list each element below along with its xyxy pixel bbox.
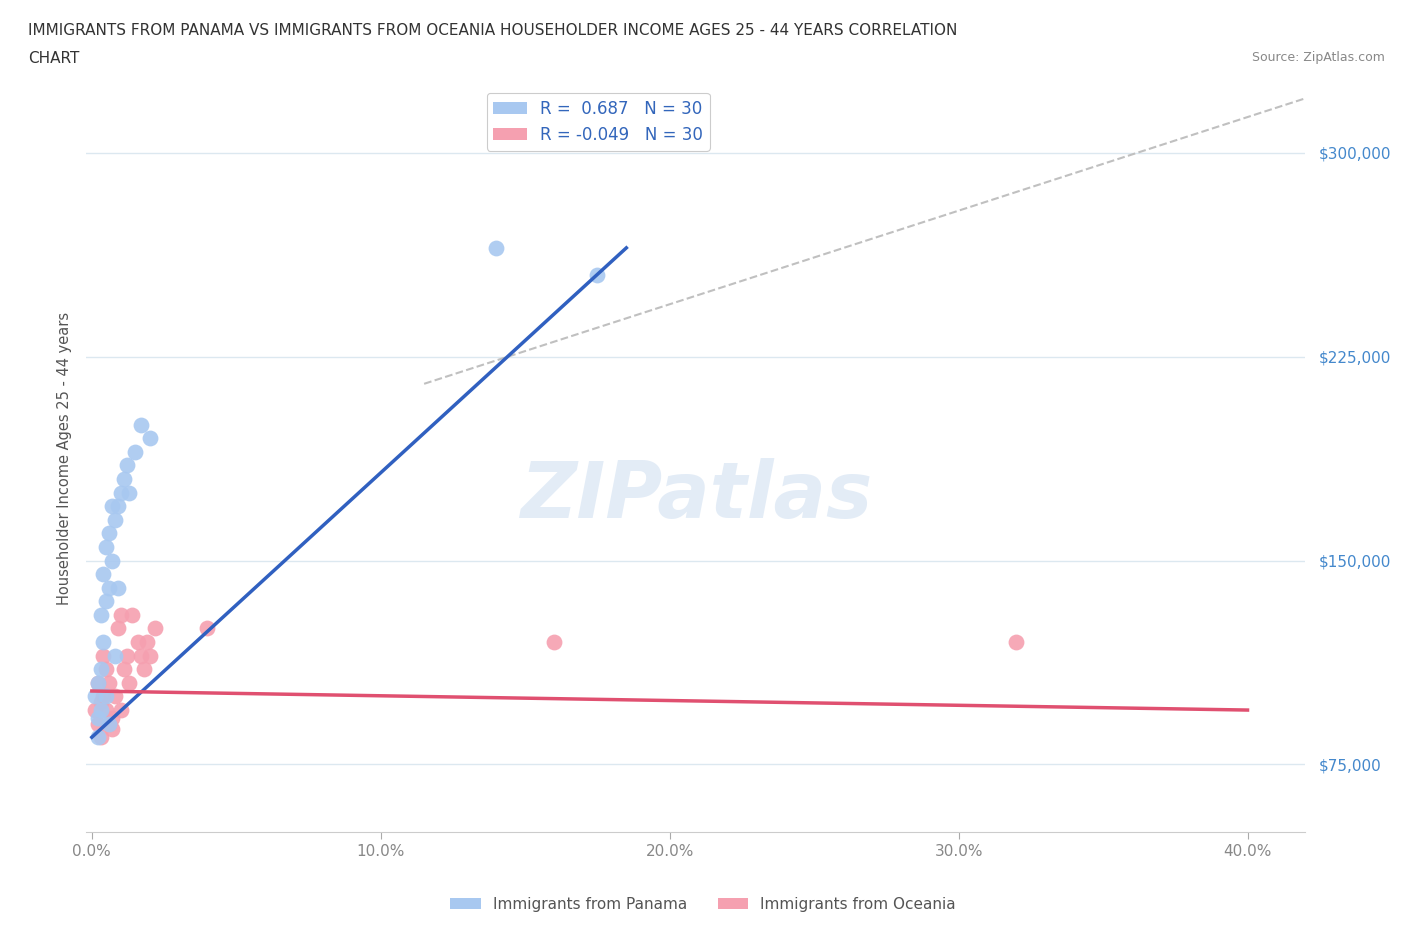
Legend: Immigrants from Panama, Immigrants from Oceania: Immigrants from Panama, Immigrants from … (444, 891, 962, 918)
Point (118, 485, 141, 500)
Point (93, 648, 115, 663)
Point (98, 675, 121, 690)
Point (96, 539, 118, 554)
Point (112, 472, 135, 486)
Point (93, 689, 115, 704)
Point (104, 512, 127, 527)
Point (101, 722, 124, 737)
Point (132, 662, 155, 677)
Point (110, 607, 132, 622)
Point (124, 445, 146, 459)
Text: IMMIGRANTS FROM PANAMA VS IMMIGRANTS FROM OCEANIA HOUSEHOLDER INCOME AGES 25 - 4: IMMIGRANTS FROM PANAMA VS IMMIGRANTS FRO… (28, 23, 957, 38)
Point (86, 675, 108, 690)
Point (86, 675, 108, 690)
Point (98, 580, 121, 595)
Point (104, 689, 127, 704)
Point (96, 702, 118, 717)
Point (543, 634, 565, 649)
Point (83, 689, 105, 704)
Point (135, 634, 157, 649)
Point (145, 621, 167, 636)
Point (89, 662, 111, 677)
Legend: R =  0.687   N = 30, R = -0.049   N = 30: R = 0.687 N = 30, R = -0.049 N = 30 (486, 93, 710, 151)
Text: CHART: CHART (28, 51, 80, 66)
Point (96, 594, 118, 609)
Point (107, 580, 129, 595)
Point (138, 431, 160, 445)
Text: Source: ZipAtlas.com: Source: ZipAtlas.com (1251, 51, 1385, 64)
Point (110, 702, 132, 717)
Point (89, 695, 111, 710)
Point (86, 730, 108, 745)
Point (96, 662, 118, 677)
Point (118, 675, 141, 690)
Text: ZIPatlas: ZIPatlas (520, 458, 872, 534)
Point (485, 241, 508, 256)
Y-axis label: Householder Income Ages 25 - 44 years: Householder Income Ages 25 - 44 years (58, 312, 72, 605)
Point (127, 634, 149, 649)
Point (586, 268, 609, 283)
Point (93, 566, 115, 581)
Point (89, 702, 111, 717)
Point (112, 662, 135, 677)
Point (98, 716, 121, 731)
Point (83, 702, 105, 717)
Point (86, 711, 108, 725)
Point (101, 553, 124, 568)
Point (197, 621, 219, 636)
Point (96, 689, 118, 704)
Point (107, 498, 129, 513)
Point (101, 498, 124, 513)
Point (121, 607, 143, 622)
Point (129, 648, 152, 663)
Point (89, 730, 111, 745)
Point (115, 458, 138, 472)
Point (115, 648, 138, 663)
Point (1005, 634, 1028, 649)
Point (107, 621, 129, 636)
Point (98, 525, 121, 540)
Point (86, 716, 108, 731)
Point (104, 648, 127, 663)
Point (138, 648, 160, 663)
Point (129, 418, 152, 432)
Point (89, 607, 111, 622)
Point (98, 716, 121, 731)
Point (93, 634, 115, 649)
Point (101, 711, 124, 725)
Point (110, 485, 132, 500)
